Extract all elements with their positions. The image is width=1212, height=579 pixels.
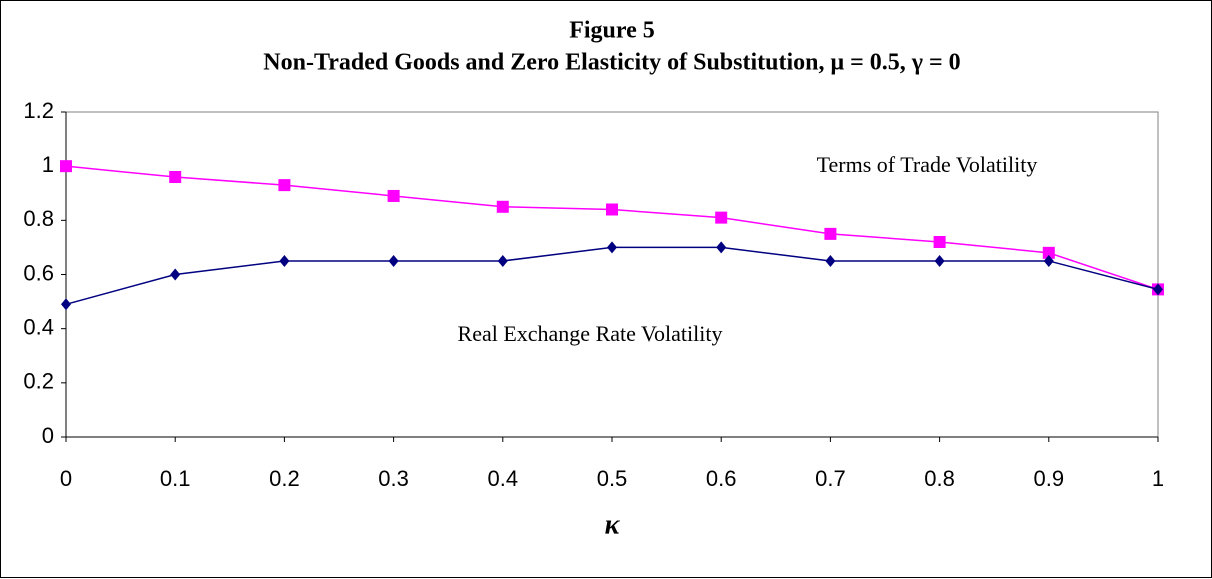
x-tick-label: 0.4 — [488, 466, 519, 491]
marker — [933, 236, 946, 248]
marker — [170, 268, 181, 281]
x-tick-label: 0.8 — [924, 466, 955, 491]
marker — [497, 254, 508, 267]
x-tick-label: 0.9 — [1034, 466, 1065, 491]
marker — [496, 200, 509, 213]
marker — [61, 298, 71, 311]
annotation: Real Exchange Rate Volatility — [458, 321, 723, 346]
y-tick-label: 0.8 — [23, 206, 54, 231]
marker — [279, 254, 290, 267]
marker — [716, 241, 727, 254]
marker — [278, 179, 291, 192]
chart-subtitle: Non-Traded Goods and Zero Elasticity of … — [263, 50, 960, 76]
marker — [715, 211, 728, 224]
marker — [607, 241, 617, 254]
marker — [606, 203, 618, 216]
marker — [388, 254, 399, 267]
x-tick-label: 0.5 — [597, 466, 628, 491]
x-axis-label: κ — [605, 509, 621, 540]
chart-title: Figure 5 — [569, 18, 655, 44]
x-tick-label: 0.2 — [269, 466, 300, 491]
marker — [825, 254, 836, 267]
y-tick-label: 1.2 — [23, 98, 54, 123]
x-tick-label: 0.1 — [160, 466, 191, 491]
marker — [934, 254, 945, 267]
x-tick-label: 0.7 — [815, 466, 846, 491]
marker — [387, 189, 400, 202]
x-tick-label: 0 — [60, 466, 72, 491]
x-tick-label: 0.6 — [706, 466, 737, 491]
y-tick-label: 0.4 — [23, 314, 54, 339]
marker — [1042, 246, 1055, 259]
marker — [824, 227, 837, 240]
y-tick-label: 0 — [42, 423, 54, 448]
marker — [1153, 283, 1163, 296]
x-tick-label: 0.3 — [378, 466, 409, 491]
annotation: Terms of Trade Volatility — [817, 152, 1038, 177]
y-tick-label: 0.2 — [23, 369, 54, 394]
y-tick-label: 0.6 — [23, 260, 54, 285]
marker — [1043, 254, 1054, 267]
marker — [60, 160, 72, 173]
x-tick-label: 1 — [1152, 466, 1164, 491]
marker — [169, 171, 182, 183]
y-tick-label: 1 — [42, 152, 54, 177]
